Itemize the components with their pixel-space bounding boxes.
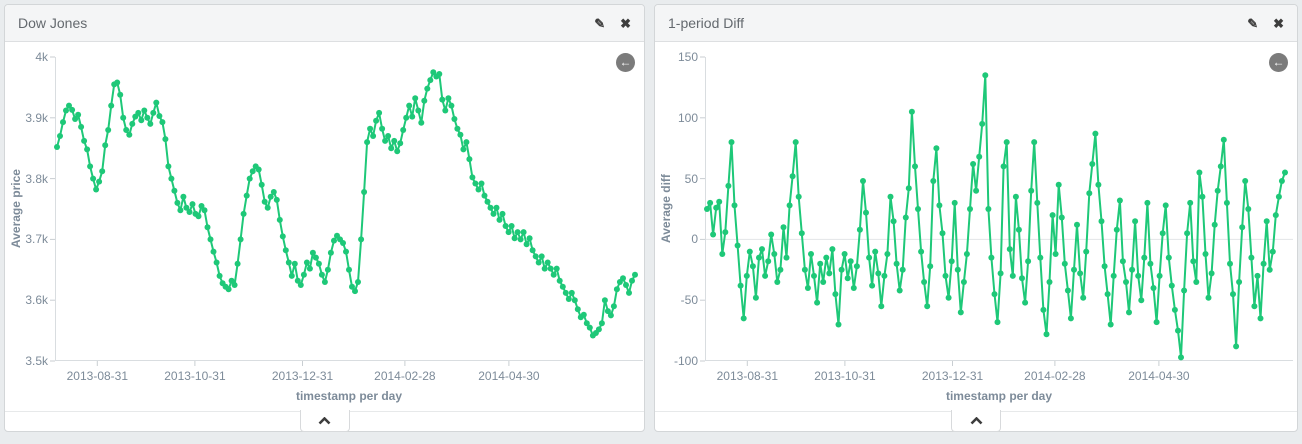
y-axis-tick-label: -100 — [673, 354, 698, 368]
visualization-dow-jones: ← Average price timestamp per day 4k 3.9k… — [5, 42, 644, 413]
panel-header: Dow Jones ✎ ✖ — [5, 5, 644, 42]
y-axis-tick-label: 3.7k — [25, 232, 48, 247]
collapse-button[interactable] — [951, 410, 1001, 432]
panel-dow-jones: Dow Jones ✎ ✖ ← Average price timestamp … — [4, 4, 645, 432]
x-axis-tick-label: 2013-08-31 — [66, 369, 129, 383]
chart-plot-area[interactable] — [50, 56, 643, 366]
y-axis-title: Average price — [9, 169, 23, 249]
collapse-button[interactable] — [299, 410, 350, 432]
y-axis-tick-label: 3.6k — [25, 293, 48, 308]
x-axis-tick-label: 2014-04-30 — [1128, 369, 1190, 383]
y-axis-tick-label: 0 — [691, 232, 698, 247]
visualization-1-period-diff: ← Average diff timestamp per day 150 100 5… — [655, 42, 1297, 413]
chevron-up-icon — [318, 416, 331, 424]
panel-actions: ✎ ✖ — [1247, 5, 1284, 41]
y-axis-tick-label: 50 — [684, 171, 698, 186]
x-axis-tick-label: 2013-10-31 — [164, 369, 226, 383]
y-axis-tick-label: 100 — [677, 110, 698, 125]
edit-icon[interactable]: ✎ — [1247, 15, 1259, 31]
y-axis-tick-label: 3.8k — [25, 171, 48, 186]
x-axis-tick-label: 2013-08-31 — [716, 369, 779, 383]
y-axis-tick-label: -50 — [680, 293, 698, 308]
chart-plot-area[interactable] — [700, 56, 1293, 366]
panel-header: 1-period Diff ✎ ✖ — [655, 5, 1297, 42]
x-axis-tick-label: 2013-10-31 — [814, 369, 876, 383]
panel-title: 1-period Diff — [668, 15, 745, 31]
x-axis-tick-label: 2014-04-30 — [478, 369, 540, 383]
y-axis-title: Average diff — [659, 174, 673, 244]
close-icon[interactable]: ✖ — [1273, 15, 1284, 31]
x-axis-title: timestamp per day — [945, 389, 1053, 403]
y-axis-tick-label: 150 — [677, 50, 698, 64]
panel-1-period-diff: 1-period Diff ✎ ✖ ← Average diff timesta… — [654, 4, 1298, 432]
y-axis-tick-label: 3.9k — [25, 110, 48, 125]
x-axis-tick-label: 2013-12-31 — [271, 369, 334, 383]
y-axis-tick-label: 3.5k — [25, 354, 48, 368]
close-icon[interactable]: ✖ — [620, 15, 631, 31]
x-axis-tick-label: 2014-02-28 — [374, 369, 436, 383]
y-axis-tick-label: 4k — [35, 50, 48, 64]
x-axis-tick-label: 2014-02-28 — [1024, 369, 1086, 383]
x-axis-tick-label: 2013-12-31 — [921, 369, 984, 383]
x-axis-title: timestamp per day — [295, 389, 403, 403]
chevron-up-icon — [970, 416, 982, 424]
edit-icon[interactable]: ✎ — [594, 15, 606, 31]
panel-actions: ✎ ✖ — [594, 5, 631, 41]
panel-title: Dow Jones — [18, 15, 88, 31]
zoom-out-back-icon[interactable]: ← — [1269, 53, 1288, 72]
zoom-out-back-icon[interactable]: ← — [616, 53, 635, 72]
